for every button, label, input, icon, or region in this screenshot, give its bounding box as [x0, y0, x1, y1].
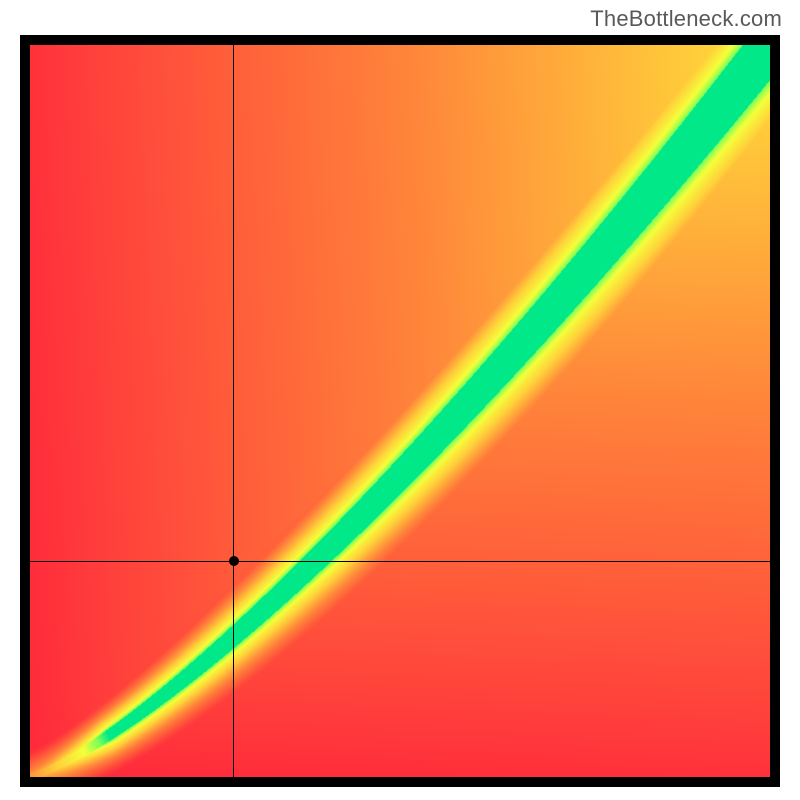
- datapoint-marker: [229, 556, 239, 566]
- bottleneck-heatmap: [30, 45, 770, 777]
- crosshair-horizontal: [30, 561, 770, 562]
- watermark-text: TheBottleneck.com: [590, 6, 782, 32]
- crosshair-vertical: [233, 45, 234, 777]
